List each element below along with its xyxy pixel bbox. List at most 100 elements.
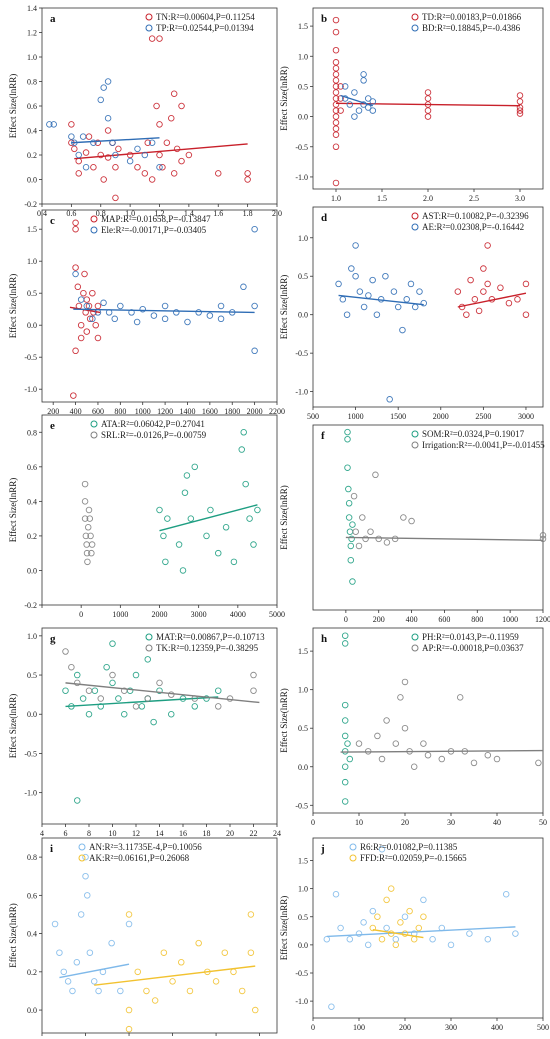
- data-point: [332, 143, 340, 151]
- data-point: [89, 289, 96, 297]
- data-point: [360, 919, 367, 926]
- y-tick-label: -0.5: [295, 969, 308, 978]
- data-point: [97, 96, 104, 104]
- legend-marker: [411, 441, 419, 449]
- legend-marker: [145, 644, 153, 652]
- data-point: [169, 978, 176, 985]
- x-tick-label: 16: [179, 829, 187, 838]
- data-point: [247, 911, 255, 918]
- y-axis-label: Effect Size(lnRR): [8, 274, 18, 339]
- data-point: [410, 936, 418, 943]
- data-point: [386, 396, 393, 403]
- data-point: [400, 514, 407, 521]
- data-point: [238, 987, 246, 995]
- data-point: [463, 311, 470, 318]
- data-point: [424, 113, 432, 120]
- legend-marker: [411, 223, 419, 231]
- data-point: [471, 296, 479, 303]
- data-point: [108, 939, 115, 947]
- legend-marker: [349, 843, 357, 851]
- data-point: [97, 151, 104, 159]
- y-tick-label: 0.4: [27, 127, 37, 136]
- data-point: [150, 312, 158, 319]
- data-point: [351, 89, 358, 96]
- data-point: [60, 968, 68, 976]
- data-point: [125, 1006, 133, 1014]
- x-tick-label: 100: [353, 1023, 365, 1032]
- data-point: [345, 514, 353, 521]
- data-point: [355, 107, 363, 114]
- data-point: [134, 145, 141, 153]
- data-point: [195, 939, 202, 947]
- data-point: [420, 299, 427, 307]
- legend-entry: AST:R²=0.10082,P=-0.32396: [422, 211, 529, 221]
- data-point: [167, 710, 175, 718]
- data-point: [374, 732, 381, 740]
- data-point: [497, 284, 504, 292]
- data-point: [71, 145, 78, 153]
- x-tick-label: 22: [250, 829, 258, 838]
- fit-line: [71, 137, 160, 144]
- x-tick-label: 8: [87, 829, 91, 838]
- legend-marker: [90, 431, 98, 439]
- data-point: [467, 276, 474, 284]
- plot-frame: [41, 414, 278, 606]
- data-point: [332, 16, 340, 24]
- legend-entry: FFD:R²=0.02059,P=-0.15665: [360, 853, 467, 863]
- data-point: [378, 846, 386, 853]
- data-point: [362, 535, 369, 543]
- data-point: [83, 549, 91, 557]
- data-point: [134, 968, 141, 976]
- data-point: [214, 549, 222, 557]
- data-point: [141, 151, 149, 159]
- fit-line: [335, 102, 521, 107]
- data-point: [408, 517, 415, 525]
- y-tick-label: 0.0: [298, 311, 308, 320]
- x-tick-label: 1.0: [331, 194, 341, 203]
- data-point: [349, 578, 356, 585]
- fit-line: [372, 928, 424, 939]
- data-point: [100, 84, 107, 91]
- y-tick-label: 0.4: [27, 930, 37, 939]
- data-point: [120, 710, 128, 718]
- data-point: [125, 911, 133, 918]
- y-tick-label: 0.2: [27, 151, 37, 160]
- data-point: [522, 311, 530, 318]
- panel-label: j: [320, 843, 325, 855]
- panel-h: h Effect Size(lnRR) 0 10 20 30 40 50 -0.5 0.0 0.5 1…: [279, 627, 547, 827]
- x-tick-label: 12: [132, 829, 140, 838]
- y-axis-label: Effect Size(lnRR): [8, 478, 18, 543]
- legend-entry: SRL:R²=-0.0126,P=-0.00759: [101, 430, 207, 440]
- data-point: [535, 759, 542, 767]
- data-point: [85, 687, 93, 694]
- data-point: [134, 163, 141, 171]
- data-point: [50, 121, 58, 128]
- data-point: [250, 687, 257, 694]
- data-point: [72, 219, 79, 227]
- data-point: [360, 303, 368, 311]
- data-point: [97, 695, 104, 702]
- data-point: [343, 311, 351, 318]
- data-point: [332, 46, 340, 54]
- y-tick-label: 0.2: [27, 532, 37, 541]
- x-tick-label: 1600: [202, 407, 218, 416]
- fit-line: [338, 294, 424, 306]
- x-tick-label: 1200: [535, 615, 550, 624]
- data-point: [206, 312, 214, 319]
- x-tick-label: 400: [491, 1023, 503, 1032]
- data-point: [77, 334, 85, 342]
- data-point: [144, 695, 151, 702]
- fit-line: [94, 965, 256, 986]
- plot-frame: [312, 206, 544, 408]
- data-point: [214, 170, 222, 177]
- data-point: [407, 280, 415, 288]
- legend-marker: [145, 633, 153, 641]
- data-point: [69, 987, 76, 995]
- data-point: [117, 987, 124, 995]
- y-tick-label: -0.5: [24, 353, 37, 362]
- data-point: [392, 740, 400, 747]
- y-tick-label: 1.0: [27, 257, 37, 266]
- data-point: [332, 119, 340, 126]
- y-tick-label: 0.4: [27, 497, 37, 506]
- data-point: [349, 521, 356, 528]
